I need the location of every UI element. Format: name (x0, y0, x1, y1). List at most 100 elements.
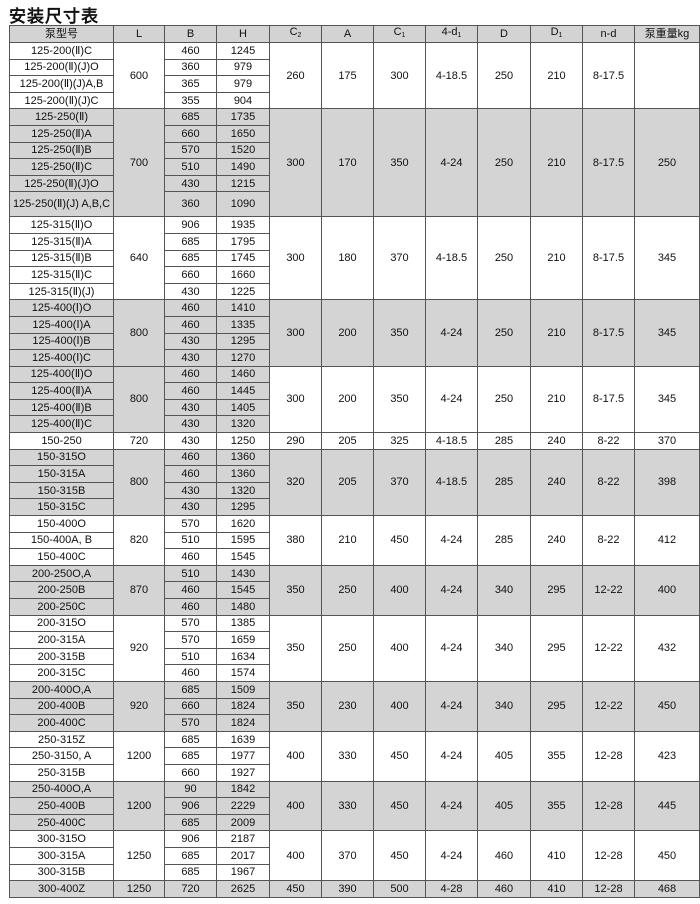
cell-n-d: 8-17.5 (582, 108, 635, 218)
cell-b: 685 (164, 108, 217, 126)
header-label: 泵型号 (45, 28, 78, 40)
cell-c2: 300 (269, 299, 322, 367)
cell-d1: 410 (530, 880, 583, 898)
cell-model: 150-315A (9, 465, 114, 483)
cell-h: 2625 (216, 880, 270, 898)
cell-d: 340 (477, 680, 531, 732)
cell-h: 1360 (216, 465, 270, 483)
cell-c1: 450 (373, 780, 426, 832)
header-l: L (113, 25, 165, 43)
cell-model: 125-400(Ⅱ)B (9, 398, 114, 417)
cell-a: 200 (321, 299, 374, 367)
cell-4-d1: 4-18.5 (425, 448, 478, 517)
cell-h: 1430 (216, 564, 270, 583)
cell-b: 460 (164, 448, 217, 467)
table-row: 125-315(Ⅱ)O 640 906 1935 300 180 370 4-18.5 250 2… (9, 216, 700, 301)
table-row: 200-400O,A 920 685 1509 350 230 400 4-24 340 295 1… (9, 680, 700, 732)
cell-c2: 350 (269, 680, 322, 732)
cell-b: 685 (164, 680, 217, 699)
header-label: A (343, 28, 352, 40)
cell-model: 125-400(Ⅰ)A (9, 315, 114, 334)
cell-c1: 450 (373, 830, 426, 882)
cell-h: 1650 (216, 124, 270, 143)
page-title: 安装尺寸表 (9, 7, 99, 26)
cell-d1: 210 (530, 365, 583, 434)
cell-model: 250-400B (9, 797, 114, 815)
cell-n-d: 8-17.5 (582, 365, 635, 434)
header-label: D (500, 28, 508, 40)
cell-d1: 295 (530, 564, 583, 616)
cell-d: 340 (477, 564, 531, 616)
cell-c2: 260 (269, 41, 322, 110)
cell-b: 510 (164, 564, 217, 583)
cell-c1: 300 (373, 41, 426, 110)
cell-c1: 400 (373, 614, 426, 682)
cell-c2: 350 (269, 564, 322, 616)
cell-d1: 240 (530, 515, 583, 566)
table-row: 125-250(Ⅱ) 700 685 1735 300 170 350 4-24 250 210 8… (9, 108, 700, 218)
header-model: 泵型号 (9, 25, 114, 43)
cell-b: 685 (164, 730, 217, 749)
cell-h: 1545 (216, 581, 270, 599)
cell-h: 904 (216, 91, 270, 110)
cell-model: 125-400(Ⅱ)C (9, 415, 114, 434)
cell-h: 1545 (216, 548, 270, 566)
cell-model: 125-315(Ⅱ)O (9, 216, 114, 234)
cell-model: 125-250(Ⅱ)(J) A,B,C (9, 191, 114, 218)
cell-h: 1977 (216, 747, 270, 765)
cell-model: 200-315C (9, 664, 114, 682)
cell-h: 1405 (216, 398, 270, 417)
cell-b: 906 (164, 797, 217, 815)
cell-model: 125-250(Ⅱ)C (9, 158, 114, 176)
cell-h: 2187 (216, 830, 270, 848)
cell-b: 460 (164, 465, 217, 483)
header-label: C (289, 26, 298, 39)
cell-b: 460 (164, 581, 217, 599)
cell-l: 700 (113, 108, 165, 218)
cell-b: 460 (164, 598, 217, 616)
cell-d: 405 (477, 730, 531, 782)
cell-d1: 210 (530, 41, 583, 110)
cell-b: 510 (164, 647, 217, 666)
cell-l: 920 (113, 614, 165, 682)
cell-model: 250-400O,A (9, 780, 114, 799)
cell-weight: 250 (634, 108, 700, 218)
cell-d1: 355 (530, 730, 583, 782)
cell-weight: 468 (634, 880, 700, 898)
cell-model: 200-250O,A (9, 564, 114, 583)
cell-c2: 380 (269, 515, 322, 566)
table-row: 300-315O 1250 906 2187 400 370 450 4-24 460 410 12… (9, 830, 700, 882)
cell-model: 150-400A, B (9, 531, 114, 550)
header-label: L (135, 28, 143, 40)
cell-n-d: 8-22 (582, 515, 635, 566)
cell-n-d: 8-17.5 (582, 299, 635, 367)
cell-b: 460 (164, 42, 217, 60)
cell-weight: 370 (634, 432, 700, 450)
cell-b: 510 (164, 531, 217, 550)
cell-d: 460 (477, 830, 531, 882)
header-b: B (164, 25, 217, 43)
header-d: D (477, 25, 531, 43)
table-row: 125-315(Ⅱ)A 685 1795 (9, 232, 700, 251)
cell-b: 685 (164, 813, 217, 832)
cell-h: 1490 (216, 158, 270, 176)
cell-d: 285 (477, 448, 531, 517)
cell-n-d: 12-28 (582, 880, 635, 898)
cell-d: 250 (477, 41, 531, 110)
cell-a: 390 (321, 880, 374, 898)
table-row: 125-400(Ⅱ)A 460 1445 (9, 382, 700, 400)
cell-b: 685 (164, 863, 217, 882)
cell-model: 125-315(Ⅱ)A (9, 232, 114, 251)
cell-weight (634, 41, 700, 110)
cell-d: 285 (477, 515, 531, 566)
cell-h: 1295 (216, 498, 270, 517)
cell-b: 660 (164, 697, 217, 716)
cell-h: 1745 (216, 249, 270, 268)
cell-h: 1215 (216, 174, 270, 193)
cell-d: 405 (477, 780, 531, 832)
cell-l: 920 (113, 680, 165, 732)
table-row: 200-250O,A 870 510 1430 350 250 400 4-24 340 295 1… (9, 564, 700, 616)
table-row: 150-250 720 430 1250 290 205 325 4-18.5 285 240 8-… (9, 432, 700, 450)
cell-d1: 295 (530, 680, 583, 732)
cell-model: 125-200(Ⅱ)C (9, 42, 114, 60)
